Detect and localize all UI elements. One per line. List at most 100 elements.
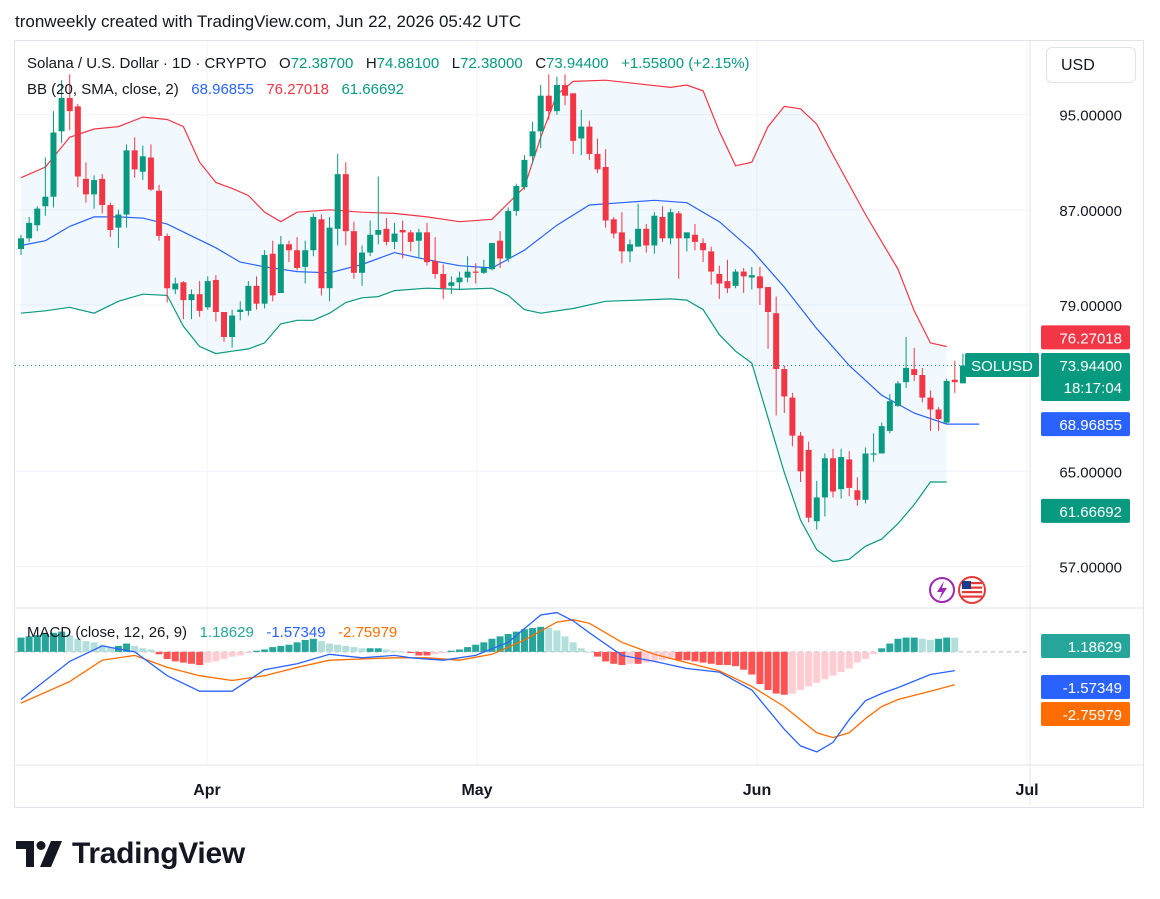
macd-histogram-bar xyxy=(813,651,821,683)
macd-histogram-bar xyxy=(878,648,886,652)
candle-body xyxy=(261,254,268,304)
candle-body xyxy=(415,232,422,241)
candle xyxy=(277,235,284,293)
candle-body xyxy=(359,252,366,273)
candle-body xyxy=(951,379,958,383)
lightning-icon-bolt xyxy=(937,581,947,600)
macd-line-badge-bg xyxy=(1041,675,1130,699)
macd-line-value: -1.57349 xyxy=(266,624,326,641)
candle xyxy=(34,206,41,232)
candle xyxy=(42,157,49,216)
candle xyxy=(440,264,447,299)
candle xyxy=(700,238,707,263)
candle-body xyxy=(894,383,901,406)
candle xyxy=(627,239,633,263)
candle-body xyxy=(424,232,430,263)
tradingview-logo[interactable]: TradingView xyxy=(16,836,245,872)
countdown-text: 18:17:04 xyxy=(1064,380,1122,397)
candle-body xyxy=(748,275,755,278)
macd-signal-badge-text: -2.75979 xyxy=(1063,707,1122,724)
close-value: 73.94400 xyxy=(546,55,609,72)
currency-button[interactable]: USD xyxy=(1046,47,1136,83)
macd-histogram-bar xyxy=(301,639,309,652)
macd-histogram-bar xyxy=(58,631,66,652)
candle-body xyxy=(147,157,154,190)
candle-body xyxy=(830,458,836,492)
candle xyxy=(870,433,877,462)
candle-body xyxy=(789,397,796,436)
bb-fill xyxy=(21,80,947,562)
candle xyxy=(724,259,731,293)
bb-basis-badge-bg xyxy=(1041,412,1130,437)
symbol-badge-text: SOLUSD xyxy=(971,358,1033,375)
high-label: H xyxy=(365,55,377,72)
candle-body xyxy=(537,95,544,132)
grid-lines xyxy=(15,41,1143,805)
macd-histogram-bar xyxy=(139,648,147,652)
candle xyxy=(903,336,910,389)
macd-histogram-bar xyxy=(650,651,658,662)
candle-body xyxy=(683,232,690,239)
macd-histogram-bar xyxy=(610,651,618,664)
candle-body xyxy=(139,156,146,172)
macd-histogram-bar xyxy=(512,631,520,652)
price-tick-label: 65.00000 xyxy=(1059,464,1122,481)
candle xyxy=(521,155,528,190)
candle-body xyxy=(708,251,715,272)
macd-histogram-bar xyxy=(585,651,593,653)
macd-histogram-bar xyxy=(431,651,439,655)
candle xyxy=(107,202,114,238)
candle xyxy=(326,216,333,302)
macd-hist-badge-text: 1.18629 xyxy=(1068,639,1122,656)
candle-body xyxy=(326,227,333,289)
candle-body xyxy=(854,490,861,500)
candle-body xyxy=(927,397,934,410)
candle xyxy=(464,256,471,283)
macd-histogram-bar xyxy=(455,649,463,652)
price-axis: 95.00000 87.00000 79.00000 65.00000 57.00000 xyxy=(1059,108,1122,577)
candle xyxy=(212,275,219,322)
macd-histogram-bar xyxy=(772,651,780,694)
candle-body xyxy=(846,459,853,488)
candle-body xyxy=(691,234,698,242)
bb-basis-value: 68.96855 xyxy=(191,81,254,98)
candle xyxy=(237,301,244,321)
macd-legend[interactable]: MACD (close, 12, 26, 9) 1.18629 -1.57349… xyxy=(27,624,397,641)
macd-histogram-bar xyxy=(188,651,196,664)
candle-body xyxy=(172,283,179,290)
macd-histogram-bar xyxy=(252,650,260,652)
candle-body xyxy=(594,153,601,170)
candle-body xyxy=(440,273,447,289)
candle-body xyxy=(562,84,569,96)
candle xyxy=(740,268,747,293)
high-value: 74.88100 xyxy=(376,55,440,72)
macd-histogram-bar xyxy=(602,651,610,662)
symbol-description: Solana / U.S. Dollar · 1D · CRYPTO xyxy=(27,55,267,72)
candle-body xyxy=(903,367,910,383)
macd-histogram-bar xyxy=(732,651,740,667)
symbol-badge: SOLUSD xyxy=(965,352,1039,377)
bb-basis-line xyxy=(20,199,980,425)
candle-body xyxy=(602,167,609,221)
candle xyxy=(854,477,861,506)
candle-body xyxy=(488,243,495,270)
candle xyxy=(196,281,203,317)
candle xyxy=(862,447,869,504)
us-flag-stripe xyxy=(962,591,982,594)
macd-histogram-bar xyxy=(667,651,675,660)
candle xyxy=(26,216,33,242)
candle-body xyxy=(586,126,593,154)
bb-legend[interactable]: BB (20, SMA, close, 2) 68.96855 76.27018… xyxy=(27,81,404,98)
macd-histogram-bar xyxy=(74,638,82,652)
bb-upper-badge-bg xyxy=(1041,325,1130,350)
macd-histogram-bar xyxy=(553,630,561,652)
candle xyxy=(50,111,57,208)
macd-histogram-bar xyxy=(594,651,602,657)
bb-upper-badge-text: 76.27018 xyxy=(1059,330,1122,347)
candle-body xyxy=(269,253,276,296)
bb-lower-badge-text: 61.66692 xyxy=(1059,504,1122,521)
time-tick-label: Apr xyxy=(193,782,221,799)
candle xyxy=(74,104,81,188)
candle xyxy=(180,281,187,320)
